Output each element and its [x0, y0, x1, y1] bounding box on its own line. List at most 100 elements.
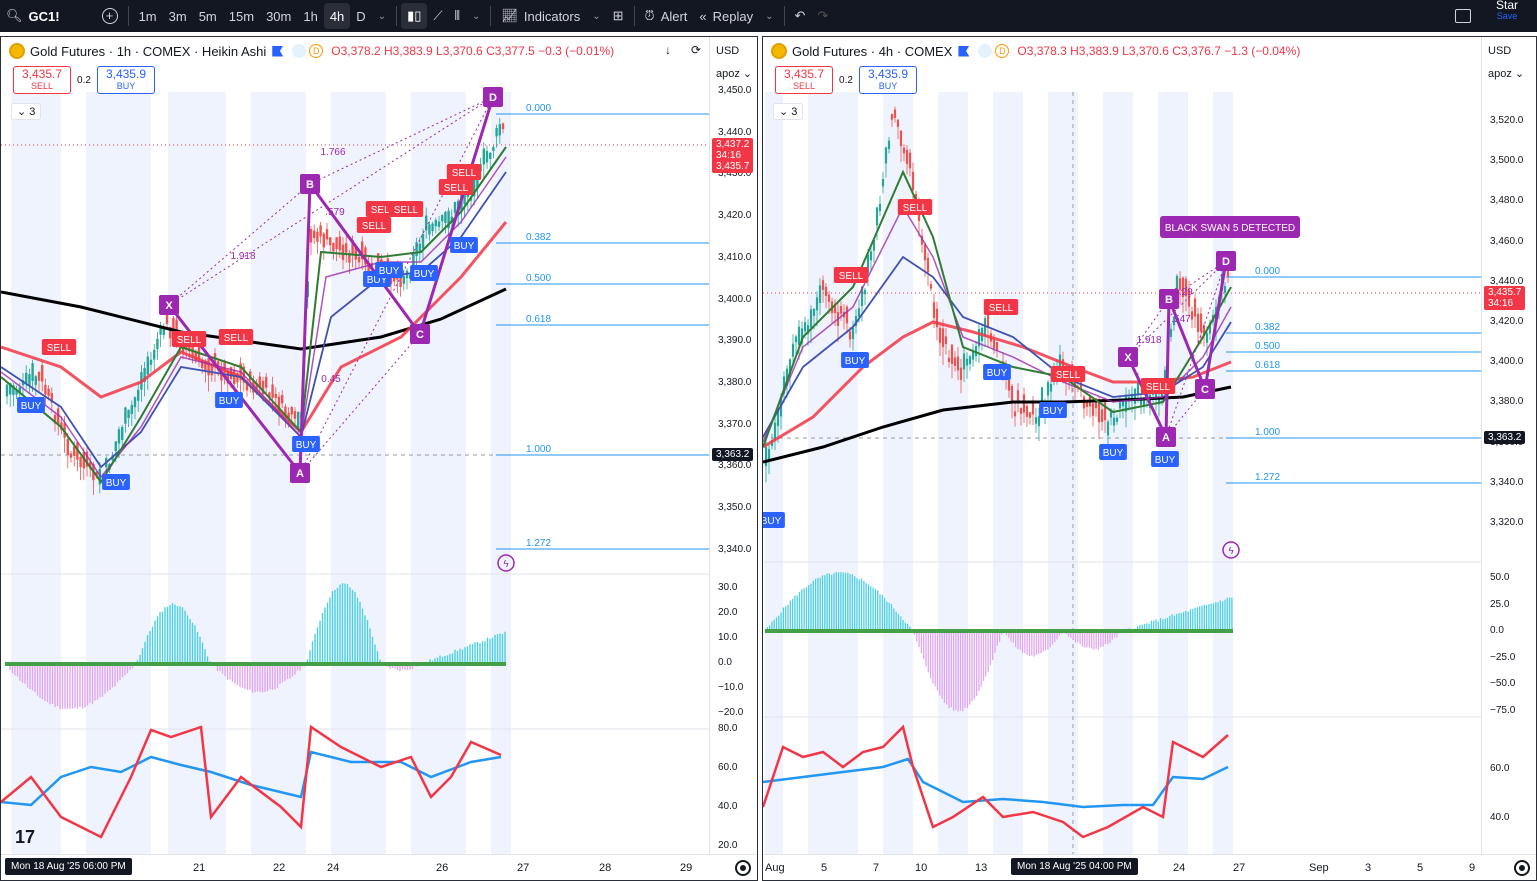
candle [1046, 382, 1050, 396]
replay-dropdown[interactable]: ⌄ [759, 0, 779, 32]
buy-signal: BUY [763, 516, 782, 527]
interval-3m[interactable]: 3m [168, 8, 187, 24]
templates-button[interactable]: ⊞ [607, 0, 630, 32]
star-save-button[interactable]: Star Save [1477, 0, 1537, 32]
price-scale-1h[interactable]: USD apoz ⌄ 3,450.0 3,440.0 3,430.0 3,420.0 3… [709, 37, 757, 854]
candle [98, 468, 101, 485]
interval-4h[interactable]: 4h [323, 3, 351, 29]
spread-value: 0.2 [839, 74, 853, 86]
replay-button[interactable]: « Replay [693, 0, 759, 32]
candle [402, 275, 405, 284]
ratio-label: 1.29 [1173, 287, 1193, 298]
settings-gear-icon[interactable] [1514, 860, 1530, 876]
candle [57, 408, 60, 425]
compare-button[interactable]: + [96, 0, 124, 32]
candle [412, 252, 415, 270]
chart-canvas-1h[interactable]: 0.000 0.382 0.500 0.618 1.000 1.272 X A B C D 1.766… [1, 37, 711, 856]
harmonic-dotted-line [309, 96, 494, 185]
chart-type-dropdown[interactable]: ⌄ [466, 0, 486, 32]
candle [863, 289, 867, 295]
time-axis-1h[interactable]: 21 22 24 26 27 28 29 Mon 18 Aug '25 06:00 PM [1, 854, 757, 880]
settings-gear-icon[interactable] [735, 860, 751, 876]
buy-signal-bg [17, 397, 45, 413]
ratio-label: 1.918 [1136, 335, 1161, 346]
undo-button[interactable]: ↶ [789, 0, 812, 32]
sell-button[interactable]: 3,435.7 SELL [775, 66, 834, 94]
candle [143, 368, 146, 382]
time-axis-4h[interactable]: Aug 5 7 10 13 24 27 Sep 3 5 9 Mon 18 Aug '25 04:00… [763, 854, 1536, 880]
interval-5m[interactable]: 5m [198, 8, 217, 24]
indicators-button[interactable]: 📈︎ Indicators [495, 0, 586, 32]
harmonic-dotted-line [299, 333, 421, 474]
bars-chart-type-button[interactable]: ⫴ [449, 0, 466, 32]
buy-button[interactable]: 3,435.9 BUY [858, 66, 917, 94]
candle [18, 387, 21, 394]
scale-mode[interactable]: apoz ⌄ [716, 68, 753, 80]
interval-30m[interactable]: 30m [266, 8, 292, 24]
candle [450, 216, 453, 223]
crosshair-time: Mon 18 Aug '25 04:00 PM [1011, 858, 1138, 875]
interval-15m[interactable]: 15m [228, 8, 255, 24]
sell-button[interactable]: 3,435.7 SELL [13, 66, 72, 94]
flag-icon[interactable] [272, 45, 284, 57]
time-label: 29 [680, 862, 693, 874]
candles-chart-type-button[interactable]: ▮▯ [401, 3, 428, 29]
buy-signal: BUY [219, 396, 240, 407]
divider [783, 6, 785, 26]
undo-icon: ↶ [794, 8, 806, 23]
price-scale-4h[interactable]: USD apoz ⌄ 3,520.0 3,500.0 3,480.0 3,460.0 3… [1481, 37, 1536, 854]
interval-d[interactable]: D [356, 8, 366, 24]
alert-button[interactable]: ⏰︎ Alert [639, 0, 694, 32]
chart-pane-4h[interactable]: 0.000 0.382 0.500 0.618 1.000 1.272 X A B C D 1.918… [762, 36, 1537, 881]
scale-mode[interactable]: apoz ⌄ [1488, 68, 1525, 80]
star-label: Star [1495, 0, 1518, 12]
sell-signal: SELL [1146, 382, 1171, 393]
time-label: 22 [273, 862, 286, 874]
candle [117, 429, 121, 444]
candle [159, 325, 162, 335]
last-price-tag: 3,437.2 34:16 3,435.7 [712, 138, 754, 173]
interval-1m[interactable]: 1m [138, 8, 157, 24]
ratio-label: .547 [1171, 314, 1191, 325]
download-icon[interactable]: ↓ [665, 43, 671, 57]
redo-button[interactable]: ↷ [811, 0, 834, 32]
pattern-point-label: B [1165, 294, 1173, 306]
candle [1193, 298, 1197, 317]
candle [1205, 333, 1209, 343]
sell-signal-bg [218, 329, 254, 345]
symbol-search[interactable]: 🔍︎ GC1! [0, 0, 66, 32]
sell-signal-bg [983, 299, 1019, 315]
sell-signal-bg [356, 217, 392, 233]
chart-canvas-4h[interactable]: 0.000 0.382 0.500 0.618 1.000 1.272 X A B C D 1.918… [763, 37, 1483, 856]
candle [261, 380, 265, 395]
layout-button[interactable] [1449, 0, 1477, 32]
buy-signal-bg [450, 237, 478, 253]
refresh-icon[interactable]: ⟳ [691, 43, 702, 57]
price-tick: 3,460.0 [1490, 235, 1524, 247]
candle [95, 471, 98, 477]
interval-1h[interactable]: 1h [303, 8, 318, 24]
price-tick: 0.0 [1490, 625, 1504, 636]
currency-label[interactable]: USD [1488, 45, 1512, 57]
indicators-toggle[interactable]: ⌄ 3 [11, 103, 42, 120]
flag-icon[interactable] [958, 45, 970, 57]
candle [1169, 328, 1173, 337]
candle [399, 270, 402, 288]
crosshair-time: Mon 18 Aug '25 06:00 PM [5, 858, 132, 875]
currency-label[interactable]: USD [716, 45, 740, 57]
indicators-dropdown[interactable]: ⌄ [586, 0, 606, 32]
candle [1094, 398, 1098, 409]
indicators-toggle[interactable]: ⌄ 3 [773, 103, 804, 120]
price-tick: 3,400.0 [1490, 356, 1524, 368]
ratio-label: 1.766 [320, 147, 345, 158]
price-tick: −75.0 [1490, 704, 1516, 716]
time-label: 9 [1469, 862, 1476, 874]
candle [875, 207, 879, 226]
interval-dropdown[interactable]: ⌄ [372, 0, 392, 32]
buy-button[interactable]: 3,435.9 BUY [96, 66, 155, 94]
chart-pane-1h[interactable]: 0.000 0.382 0.500 0.618 1.000 1.272 X A B C D 1.766… [0, 36, 758, 881]
last-price-tag: 3,435.7 34:16 [1484, 286, 1526, 310]
earnings-icon [292, 44, 307, 58]
line-chart-type-button[interactable]: ⟋ [427, 0, 448, 32]
time-label: 26 [436, 862, 449, 874]
